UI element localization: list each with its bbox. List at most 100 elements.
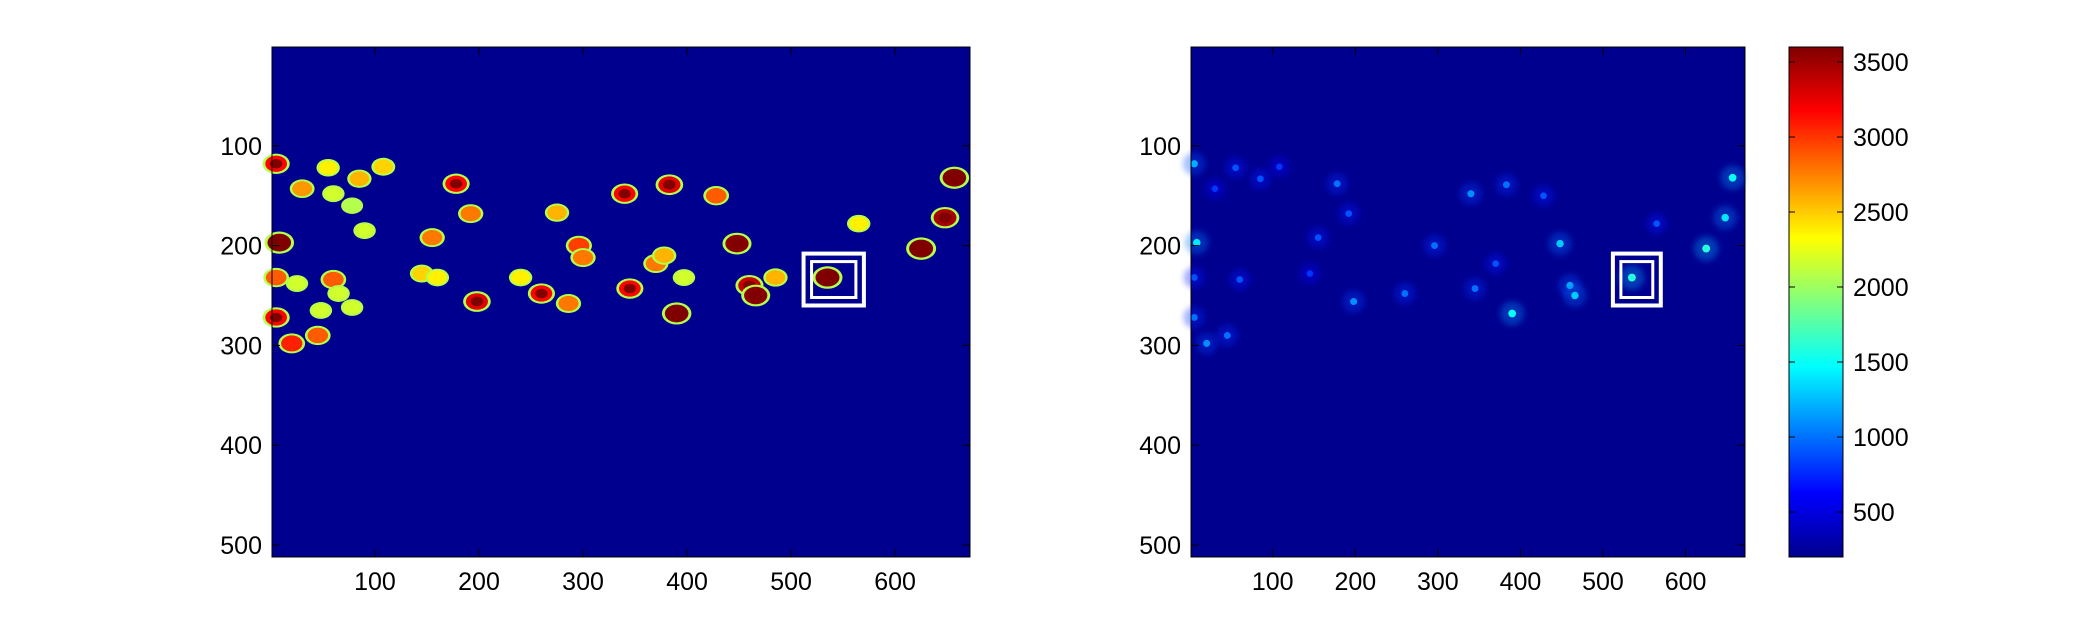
blob-core (1401, 290, 1409, 297)
blob (307, 327, 329, 344)
blob-peak (623, 283, 636, 294)
colorbar: 3500 3000 2500 2000 1500 1000 500 (1788, 46, 1909, 558)
blob (287, 276, 306, 291)
y-tick-label: 500 (1139, 532, 1181, 560)
blob (373, 159, 393, 174)
y-tick-label: 100 (220, 133, 262, 161)
highlight-box-outer (801, 251, 866, 308)
blob-peak (938, 212, 952, 223)
blob-core (1345, 210, 1353, 218)
blob-core (1653, 220, 1661, 228)
axes-frame (1190, 46, 1746, 558)
blob (705, 187, 727, 204)
x-tick-label: 100 (1252, 568, 1294, 596)
blob-core (1431, 242, 1439, 250)
blob-core (1556, 239, 1564, 248)
blob-core (1256, 175, 1264, 183)
x-tick-label: 400 (1500, 568, 1542, 596)
x-tick-label: 500 (1582, 568, 1624, 596)
y-tick-label: 300 (1139, 332, 1181, 360)
blob-peak (670, 308, 684, 319)
blob (428, 270, 447, 285)
blob (343, 300, 362, 315)
blob (343, 199, 361, 213)
blob-peak (914, 243, 928, 254)
axes-frame (271, 46, 971, 558)
blob-core (1192, 238, 1201, 247)
blob-core (1702, 244, 1711, 253)
heatmap-right: 100 200 300 400 500 600 100 200 300 400 500 (1139, 46, 1746, 596)
blob (311, 303, 330, 318)
blob-core (1502, 181, 1510, 189)
blob (355, 223, 374, 238)
y-tick-label: 500 (220, 532, 262, 560)
blob-core (1203, 339, 1211, 347)
colorbar-tick-label: 2000 (1853, 274, 1909, 302)
blob-core (1350, 297, 1358, 306)
x-tick-label: 300 (562, 568, 604, 596)
blob (654, 248, 674, 263)
x-tick-label: 100 (354, 568, 396, 596)
blob-core (1236, 276, 1244, 283)
blob (281, 335, 303, 352)
plot-background (1191, 47, 1745, 557)
blob-core (1190, 314, 1198, 321)
blob-core (1728, 173, 1737, 182)
blob-core (1276, 163, 1283, 171)
blob (329, 286, 348, 301)
blob-peak (730, 238, 744, 249)
y-tick-label: 300 (220, 332, 262, 360)
y-tick-label: 400 (1139, 432, 1181, 460)
highlight-box-inner (1619, 260, 1655, 299)
x-tick-label: 400 (666, 568, 708, 596)
blob-peak (947, 172, 962, 183)
blob-core (1467, 190, 1475, 198)
highlight-box-outer (1610, 251, 1663, 308)
blob (572, 249, 594, 266)
blob-peak (270, 159, 283, 169)
x-tick-label: 200 (458, 568, 500, 596)
blob-peak (272, 237, 286, 248)
blob (765, 270, 786, 285)
blob-layer (262, 153, 970, 354)
blob (558, 295, 579, 312)
blob-core (1223, 331, 1231, 339)
blob-core (1492, 260, 1500, 267)
colorbar-tick-label: 1000 (1853, 424, 1909, 452)
colorbar-tick-label: 3500 (1853, 49, 1909, 77)
blob-core (1627, 273, 1636, 282)
blob (547, 205, 567, 220)
blob-core (1232, 164, 1239, 172)
x-tick-label: 300 (1417, 568, 1459, 596)
blob-core (1306, 270, 1314, 277)
blob (674, 270, 693, 285)
blob-core (1571, 291, 1579, 300)
blob (460, 206, 481, 222)
colorbar-tick-label: 500 (1853, 499, 1895, 527)
blob-core (1471, 285, 1479, 292)
heatmap-left: 100 200 300 400 500 600 100 200 300 400 500 (220, 46, 971, 596)
blob-core (1508, 309, 1517, 318)
blob-core (1190, 160, 1198, 168)
blob (511, 270, 530, 285)
y-tick-label: 100 (1139, 133, 1181, 161)
colorbar-tick-label: 3000 (1853, 124, 1909, 152)
blob (323, 271, 344, 288)
x-tick-label: 600 (874, 568, 916, 596)
y-tick-label: 400 (220, 432, 262, 460)
blob-peak (450, 178, 463, 189)
blob-core (1211, 185, 1219, 193)
blob-peak (663, 179, 676, 190)
blob-peak (618, 188, 631, 199)
blob-core (1721, 213, 1729, 222)
blob (265, 269, 287, 286)
blob-peak (535, 288, 548, 299)
blob-layer (1182, 152, 1745, 355)
colorbar-tick-label: 1500 (1853, 349, 1909, 377)
y-tick-label: 200 (220, 233, 262, 261)
blob-core (1314, 234, 1322, 242)
highlight-box-inner (810, 260, 858, 299)
blob (849, 216, 869, 231)
blob (318, 160, 338, 175)
